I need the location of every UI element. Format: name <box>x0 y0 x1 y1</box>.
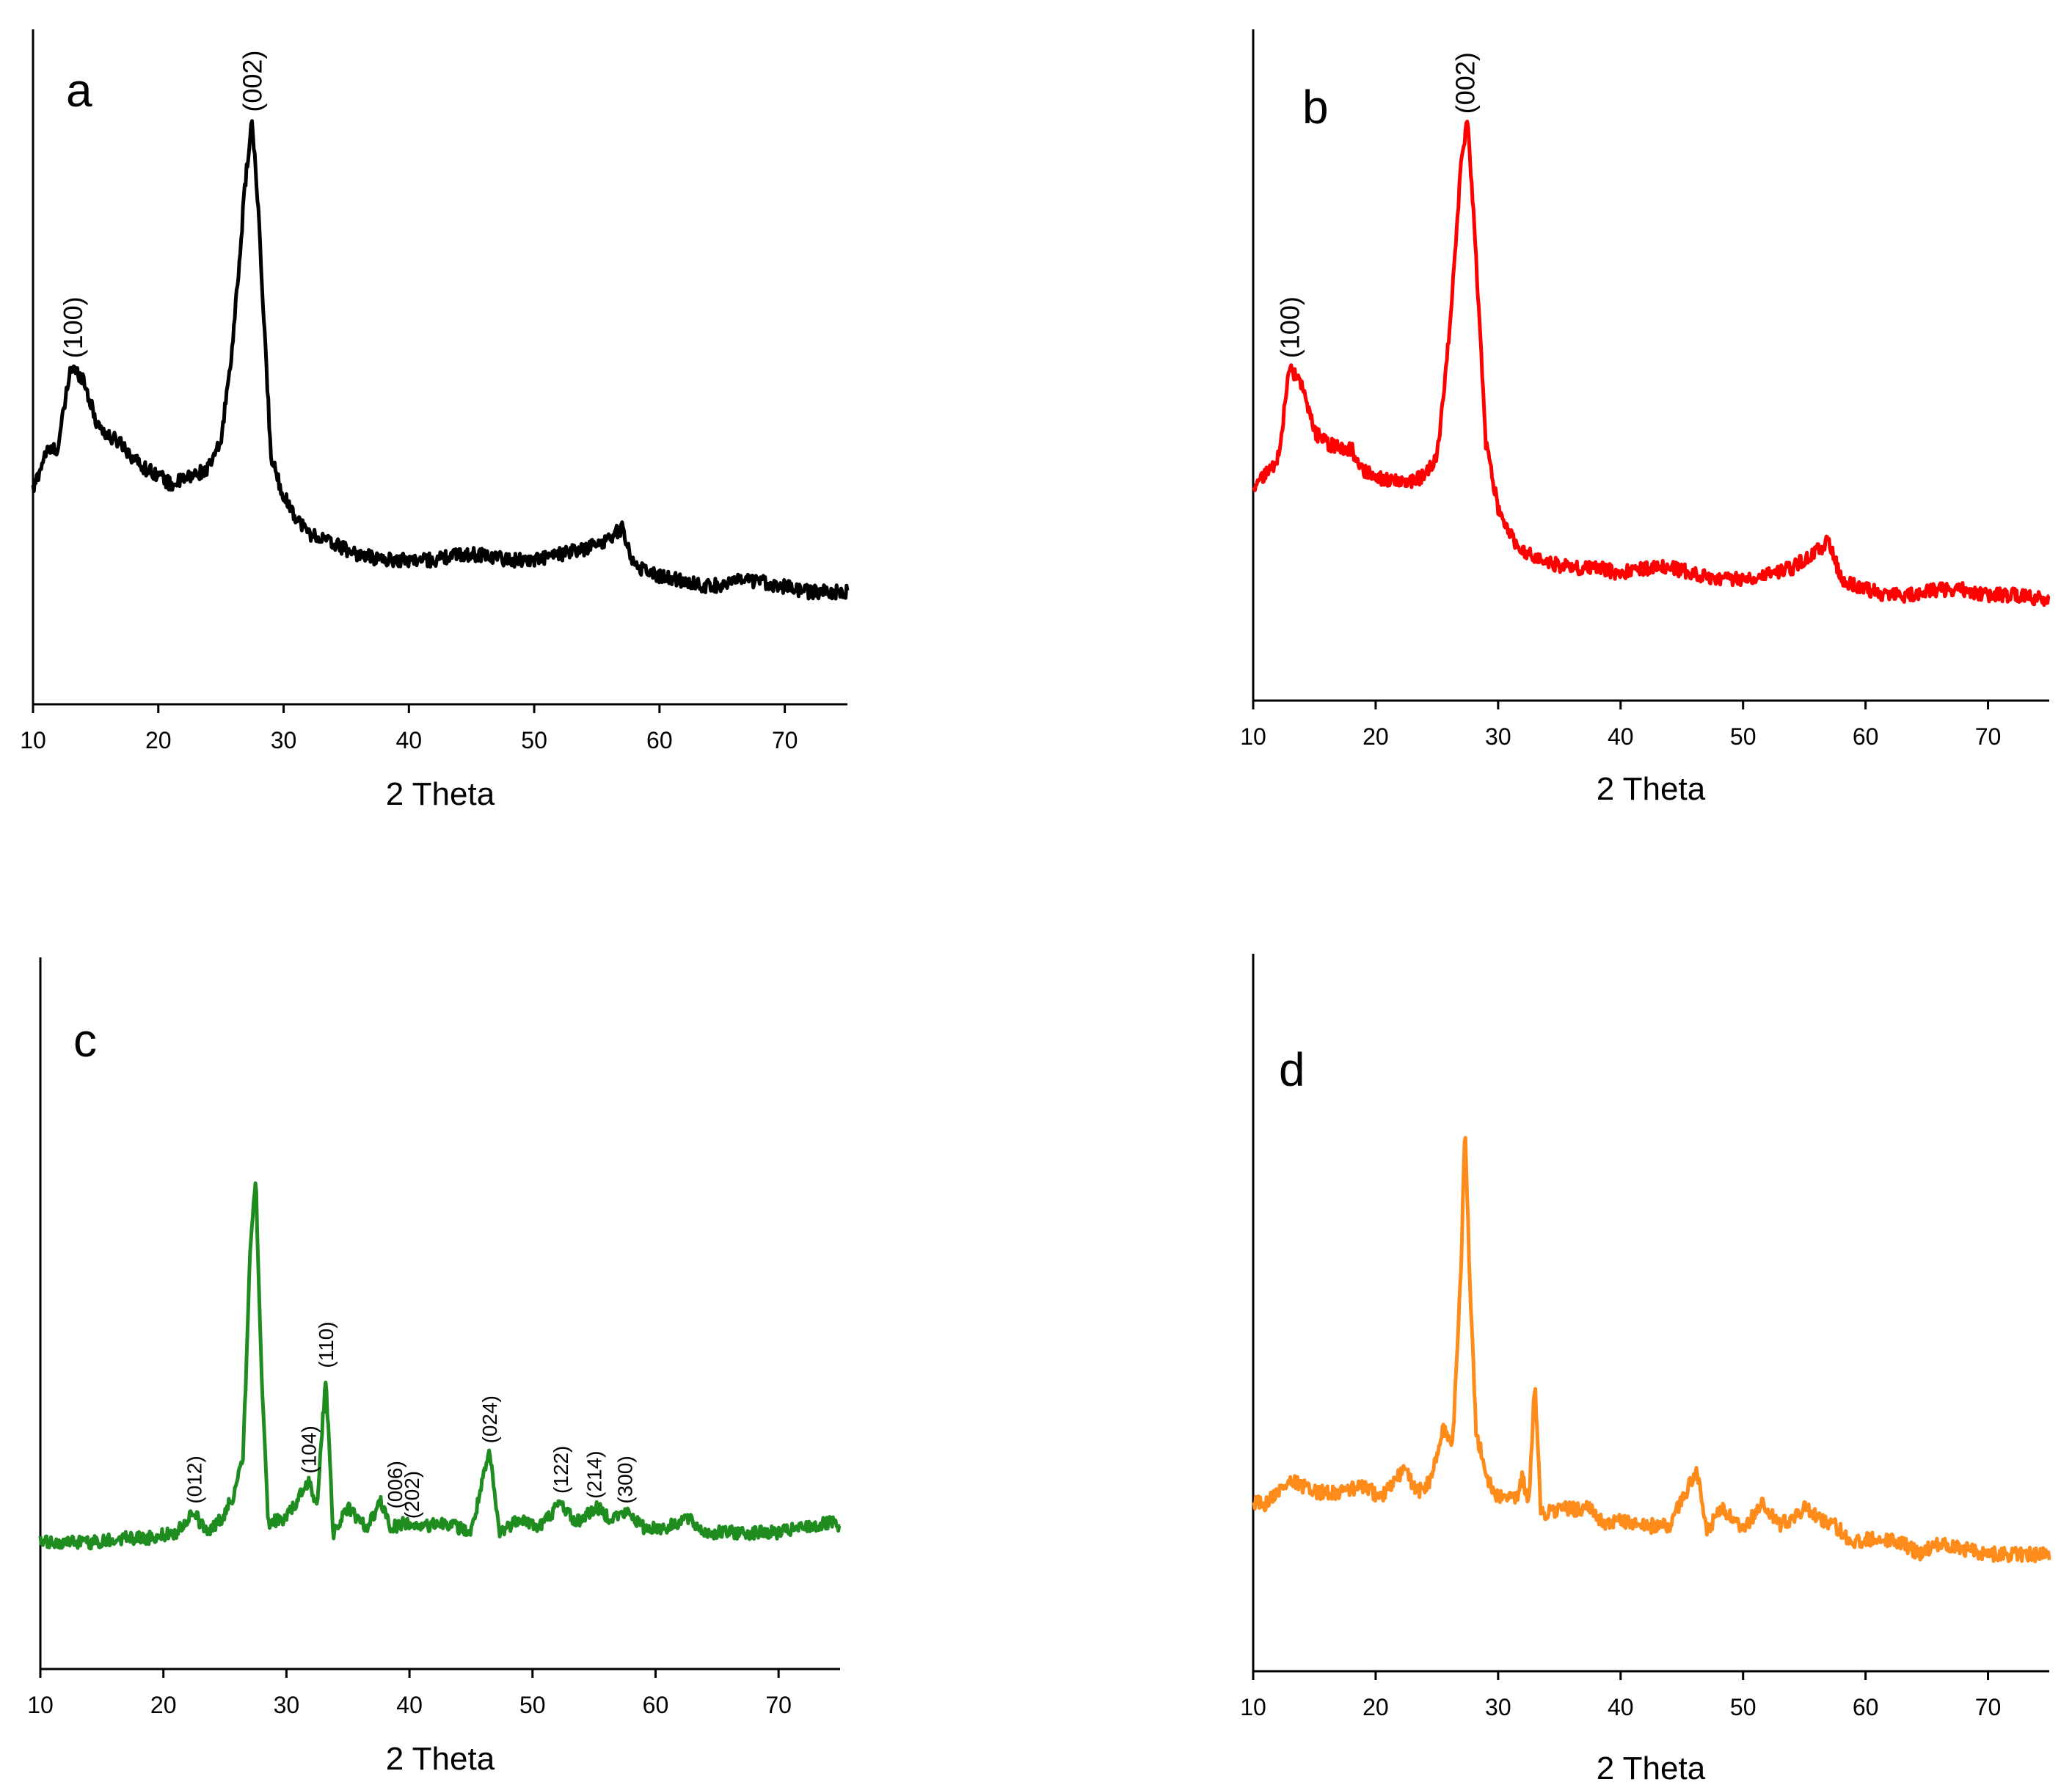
panel-a-series-line <box>31 119 850 601</box>
panel-b-x-tick-label: 70 <box>1975 723 2002 750</box>
panel-a-letter: a <box>66 64 92 117</box>
panel-c-x-tick-label: 70 <box>765 1692 792 1718</box>
panel-d-x-tick-label: 20 <box>1363 1694 1389 1720</box>
panel-d-x-tick-label: 70 <box>1975 1694 2002 1720</box>
panel-c: c 10 20 30 40 50 60 70 (012) (104) (110) (006)(20… <box>27 957 842 1777</box>
panel-d-series-line <box>1252 1136 2051 1563</box>
panel-c-x-tick-label: 30 <box>274 1692 300 1718</box>
panel-b-x-tick-label: 60 <box>1853 723 1879 750</box>
panel-b-annotations: (100) (002) <box>1275 52 1481 358</box>
panel-c-x-tick-label: 60 <box>643 1692 669 1718</box>
panel-b-letter: b <box>1302 81 1329 134</box>
panel-a-x-tick-label: 70 <box>772 727 798 753</box>
panel-a-x-tick-label: 50 <box>521 727 547 753</box>
panel-c-peak-label: (012) <box>183 1456 205 1503</box>
panel-b-x-tick-label: 20 <box>1363 723 1389 750</box>
panel-b-x-tick-label: 10 <box>1240 723 1266 750</box>
panel-c-peak-label: (122) <box>550 1446 572 1494</box>
panel-a-x-tick-label: 40 <box>396 727 423 753</box>
panel-c-x-tick-label: 50 <box>519 1692 546 1718</box>
panel-c-peak-label: (202) <box>401 1471 423 1519</box>
panel-b: b 10 20 30 40 50 60 70 (100) (002) 2 Theta <box>1240 29 2051 807</box>
panel-a-x-tick-label: 30 <box>271 727 297 753</box>
panel-d-x-tick-label: 10 <box>1240 1694 1266 1720</box>
panel-c-ticks <box>39 1669 780 1678</box>
panel-a: a 10 20 30 40 50 60 70 (100) (002) 2 Theta <box>20 29 850 812</box>
panel-d-x-tick-label: 30 <box>1485 1694 1511 1720</box>
panel-c-x-tick-label: 20 <box>150 1692 177 1718</box>
panel-c-x-axis-title: 2 Theta <box>386 1741 495 1777</box>
panel-c-peak-label: (110) <box>315 1321 338 1367</box>
panel-b-ticks <box>1252 701 1990 709</box>
panel-c-peak-label: (214) <box>583 1450 605 1498</box>
panel-a-x-tick-label: 10 <box>20 727 46 753</box>
panel-c-x-tick-label: 40 <box>396 1692 423 1718</box>
panel-d-tick-labels: 10 20 30 40 50 60 70 <box>1240 1694 2001 1720</box>
panel-a-tick-labels: 10 20 30 40 50 60 70 <box>20 727 798 753</box>
panel-b-x-axis-title: 2 Theta <box>1597 771 1706 807</box>
panel-c-peak-label: (024) <box>478 1395 501 1443</box>
panel-a-ticks <box>32 704 787 713</box>
panel-b-series-line <box>1252 120 2051 607</box>
panel-a-x-tick-label: 60 <box>646 727 673 753</box>
panel-b-x-tick-label: 50 <box>1730 723 1757 750</box>
panel-c-annotations: (012) (104) (110) (006)(202) (024) (122) (214)… <box>183 1321 636 1519</box>
panel-c-series-line <box>38 1181 842 1551</box>
panel-c-letter: c <box>73 1014 97 1067</box>
panel-d-letter: d <box>1279 1043 1305 1096</box>
panel-d-x-tick-label: 50 <box>1730 1694 1757 1720</box>
panel-b-peak-label: (002) <box>1450 52 1480 114</box>
panel-d-x-tick-label: 40 <box>1608 1694 1634 1720</box>
panel-a-peak-label: (100) <box>58 296 88 358</box>
panel-d: d 10 20 30 40 50 60 70 2 Theta <box>1240 954 2051 1782</box>
panel-c-peak-label: (300) <box>613 1456 636 1503</box>
panel-d-x-tick-label: 60 <box>1853 1694 1879 1720</box>
panel-c-peak-label: (006) <box>384 1461 406 1508</box>
panel-a-peak-label: (002) <box>237 51 267 112</box>
panel-a-x-tick-label: 20 <box>145 727 172 753</box>
panel-c-peak-label: (104) <box>297 1425 320 1473</box>
panel-d-ticks <box>1252 1671 1990 1680</box>
panel-d-x-axis-title: 2 Theta <box>1597 1750 1706 1782</box>
panel-c-x-tick-label: 10 <box>27 1692 54 1718</box>
panel-b-x-tick-label: 30 <box>1485 723 1511 750</box>
panel-b-peak-label: (100) <box>1275 296 1305 358</box>
panel-a-annotations: (100) (002) <box>58 51 267 359</box>
panel-c-tick-labels: 10 20 30 40 50 60 70 <box>27 1692 792 1718</box>
panel-b-tick-labels: 10 20 30 40 50 60 70 <box>1240 723 2001 750</box>
panel-b-x-tick-label: 40 <box>1608 723 1634 750</box>
panel-a-x-axis-title: 2 Theta <box>386 776 495 812</box>
